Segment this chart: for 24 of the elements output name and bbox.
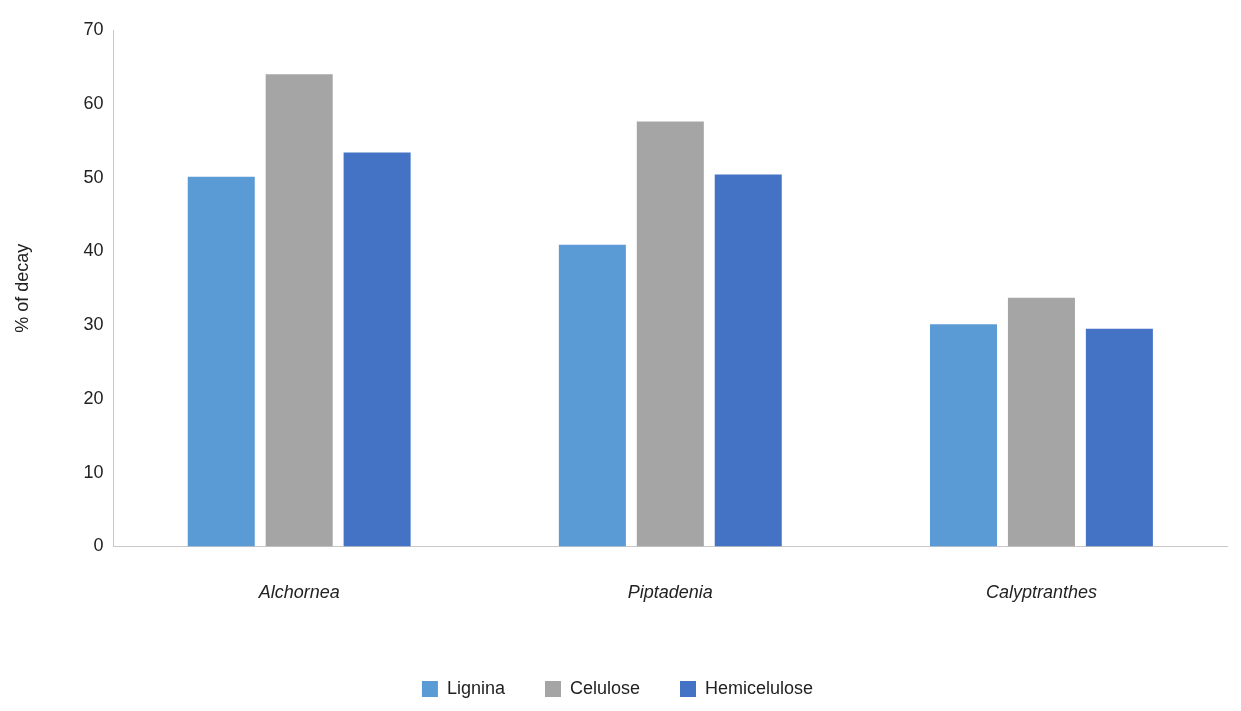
y-tick-label: 40 <box>83 240 104 261</box>
bar <box>187 176 255 547</box>
y-tick-label: 60 <box>83 92 104 113</box>
y-tick-label: 0 <box>93 535 104 556</box>
y-tick-label: 70 <box>83 18 104 39</box>
x-tick-label: Piptadenia <box>627 582 713 603</box>
y-tick-label: 30 <box>83 314 104 335</box>
bar <box>343 152 411 547</box>
x-tick-label: Alchornea <box>257 582 340 603</box>
bar <box>1007 297 1075 547</box>
bar <box>1085 328 1153 547</box>
legend-label: Hemicelulose <box>705 677 814 698</box>
bar <box>929 324 998 547</box>
bar <box>558 244 626 547</box>
legend-label: Celulose <box>569 677 641 698</box>
y-axis-title: % of decay <box>11 243 32 333</box>
legend-label: Lignina <box>446 677 506 698</box>
y-tick-label: 50 <box>83 166 104 187</box>
y-tick-label: 20 <box>83 387 104 408</box>
y-tick-label: 10 <box>83 461 104 482</box>
bar <box>265 74 333 547</box>
x-tick-label: Calyptranthes <box>985 582 1097 603</box>
bar <box>636 121 704 547</box>
bar <box>714 174 782 547</box>
